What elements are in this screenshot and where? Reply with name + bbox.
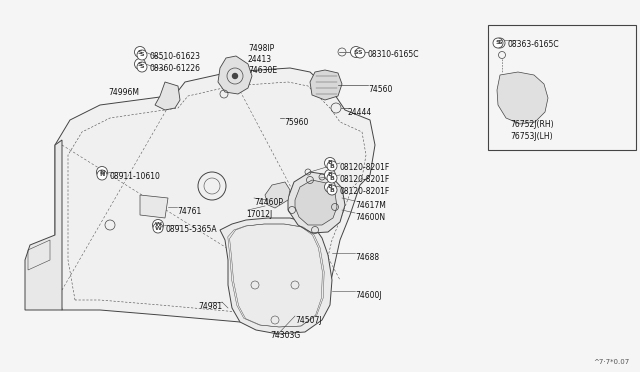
Text: 74600J: 74600J xyxy=(355,291,381,300)
Text: 74630E: 74630E xyxy=(248,66,277,75)
Polygon shape xyxy=(220,218,332,334)
Circle shape xyxy=(324,182,335,192)
Polygon shape xyxy=(265,182,290,208)
Text: W: W xyxy=(155,222,161,228)
Text: 76752J(RH): 76752J(RH) xyxy=(510,120,554,129)
Circle shape xyxy=(137,50,147,60)
Text: 17012J: 17012J xyxy=(246,210,272,219)
Circle shape xyxy=(355,48,365,58)
Text: 08363-6165C: 08363-6165C xyxy=(508,40,559,49)
Text: 74688: 74688 xyxy=(355,253,379,262)
Polygon shape xyxy=(25,140,62,310)
Text: 74600N: 74600N xyxy=(355,213,385,222)
Text: S: S xyxy=(496,41,500,45)
Circle shape xyxy=(97,167,108,177)
Text: B: B xyxy=(328,185,332,189)
Polygon shape xyxy=(155,82,180,110)
Text: 08915-5365A: 08915-5365A xyxy=(166,225,218,234)
Circle shape xyxy=(232,74,237,78)
Polygon shape xyxy=(140,195,168,218)
Text: 08310-6165C: 08310-6165C xyxy=(368,50,419,59)
Text: B: B xyxy=(330,176,335,180)
Text: 08510-61623: 08510-61623 xyxy=(150,52,201,61)
Polygon shape xyxy=(310,70,342,100)
Text: 74981: 74981 xyxy=(198,302,222,311)
Bar xyxy=(488,25,636,150)
Text: S: S xyxy=(354,49,358,55)
Text: 74560: 74560 xyxy=(368,85,392,94)
Text: 08120-8201F: 08120-8201F xyxy=(340,163,390,172)
Text: S: S xyxy=(498,41,502,45)
Text: B: B xyxy=(328,173,332,177)
Circle shape xyxy=(327,173,337,183)
Polygon shape xyxy=(288,172,345,233)
Text: 74761: 74761 xyxy=(177,207,201,216)
Circle shape xyxy=(137,62,147,72)
Circle shape xyxy=(134,58,145,70)
Circle shape xyxy=(97,170,107,180)
Text: 74507J: 74507J xyxy=(295,316,322,325)
Text: 7498lP: 7498lP xyxy=(248,44,275,53)
Text: 76753J(LH): 76753J(LH) xyxy=(510,132,552,141)
Text: 24444: 24444 xyxy=(348,108,372,117)
Text: S: S xyxy=(140,52,144,58)
Circle shape xyxy=(153,223,163,233)
Polygon shape xyxy=(497,72,548,124)
Circle shape xyxy=(351,46,362,58)
Circle shape xyxy=(324,157,335,169)
Polygon shape xyxy=(295,180,337,225)
Polygon shape xyxy=(218,56,252,94)
Text: 08360-61226: 08360-61226 xyxy=(150,64,201,73)
Text: 74460P: 74460P xyxy=(254,198,283,207)
Text: 74303G: 74303G xyxy=(270,331,300,340)
Text: 08120-8201F: 08120-8201F xyxy=(340,175,390,184)
Text: 75960: 75960 xyxy=(284,118,308,127)
Text: ^7·7*0.07: ^7·7*0.07 xyxy=(594,359,630,365)
Text: S: S xyxy=(138,61,142,67)
Polygon shape xyxy=(55,68,375,322)
Circle shape xyxy=(327,185,337,195)
Text: W: W xyxy=(155,225,161,231)
Circle shape xyxy=(495,38,505,48)
Text: 08911-10610: 08911-10610 xyxy=(110,172,161,181)
Text: 24413: 24413 xyxy=(248,55,272,64)
Circle shape xyxy=(493,38,503,48)
Circle shape xyxy=(324,170,335,180)
Text: N: N xyxy=(99,173,105,177)
Text: S: S xyxy=(358,51,362,55)
Text: S: S xyxy=(140,64,144,70)
Circle shape xyxy=(327,161,337,171)
Text: N: N xyxy=(99,170,105,174)
Text: 74996M: 74996M xyxy=(108,88,139,97)
Text: S: S xyxy=(138,49,142,55)
Text: 08120-8201F: 08120-8201F xyxy=(340,187,390,196)
Text: B: B xyxy=(328,160,332,166)
Text: B: B xyxy=(330,187,335,192)
Circle shape xyxy=(152,219,163,231)
Text: 74617M: 74617M xyxy=(355,201,386,210)
Text: B: B xyxy=(330,164,335,169)
Circle shape xyxy=(134,46,145,58)
